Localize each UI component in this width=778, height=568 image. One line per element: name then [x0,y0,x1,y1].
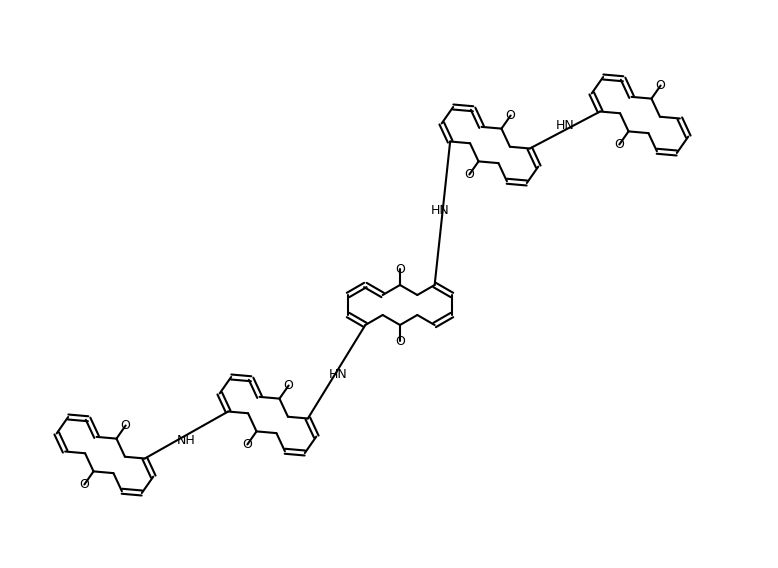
Text: O: O [615,138,624,151]
Text: O: O [243,438,252,451]
Text: O: O [395,335,405,348]
Text: O: O [284,379,293,392]
Text: O: O [395,262,405,275]
Text: O: O [464,168,475,181]
Text: HN: HN [555,119,574,132]
Text: O: O [79,478,89,491]
Text: O: O [656,79,666,92]
Text: NH: NH [177,433,196,446]
Text: O: O [506,109,516,122]
Text: HN: HN [431,204,450,217]
Text: O: O [121,419,131,432]
Text: HN: HN [329,368,348,381]
